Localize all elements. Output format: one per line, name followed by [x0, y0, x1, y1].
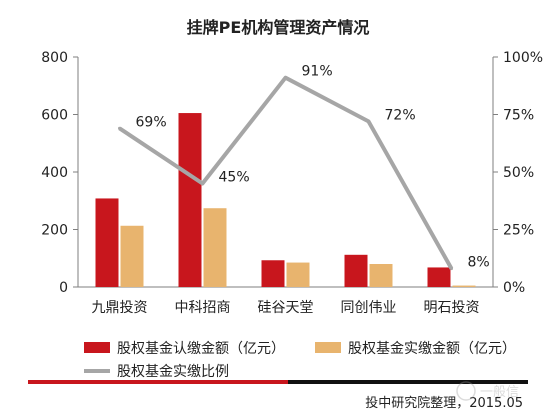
ratio-point: [367, 119, 370, 123]
bar-paid: [120, 225, 144, 287]
ratio-point: [201, 182, 204, 185]
left-axis-ticks: 0 200 400 600 800: [41, 50, 78, 296]
left-tick-label: 600: [41, 108, 68, 124]
legend: 股权基金认缴金额（亿元） 股权基金实缴金额（亿元） 股权基金实缴比例: [84, 340, 516, 380]
watermark-icon: [456, 381, 476, 401]
category-label: 九鼎投资: [92, 300, 148, 316]
left-tick-label: 400: [41, 165, 68, 181]
ratio-data-label: 8%: [468, 255, 490, 271]
right-tick-label: 75%: [503, 108, 534, 124]
bar-subscribed: [178, 113, 202, 287]
ratio-point: [118, 126, 121, 130]
legend-swatch-subscribed: [84, 342, 110, 353]
left-tick-label: 0: [59, 280, 68, 296]
bar-paid: [452, 285, 476, 287]
ratio-data-label: 69%: [136, 114, 167, 130]
bar-series: [95, 113, 476, 287]
bar-paid: [369, 264, 393, 287]
ratio-point: [450, 267, 453, 271]
ratio-line-series: 69% 45% 91% 72% 8%: [118, 64, 490, 271]
chart-title: 挂牌PE机构管理资产情况: [187, 18, 370, 37]
ratio-data-label: 91%: [302, 64, 333, 80]
footer-bar-red: [28, 380, 288, 384]
source-note: 投中研究院整理，2015.05: [365, 395, 523, 411]
ratio-data-label: 72%: [385, 107, 416, 123]
bar-subscribed: [95, 198, 119, 287]
ratio-data-label: 45%: [219, 170, 250, 186]
ratio-point: [284, 76, 287, 80]
right-tick-label: 25%: [503, 223, 534, 239]
left-tick-label: 200: [41, 223, 68, 239]
right-axis-ticks: 0% 25% 50% 75% 100%: [493, 50, 543, 296]
footer-bar-black: [288, 380, 528, 384]
legend-label-paid: 股权基金实缴金额（亿元）: [348, 340, 516, 357]
ratio-line: [118, 75, 454, 270]
category-label: 中科招商: [175, 300, 231, 316]
watermark-text: 一般信: [480, 384, 519, 400]
right-tick-label: 100%: [503, 50, 543, 66]
bar-subscribed: [427, 267, 451, 287]
right-tick-label: 50%: [503, 165, 534, 181]
category-label: 硅谷天堂: [258, 300, 314, 316]
legend-label-subscribed: 股权基金认缴金额（亿元）: [117, 340, 285, 357]
bar-paid: [286, 262, 310, 287]
category-labels: 九鼎投资 中科招商 硅谷天堂 同创伟业 明石投资: [92, 300, 480, 316]
right-tick-label: 0%: [503, 280, 525, 296]
legend-label-ratio: 股权基金实缴比例: [117, 363, 229, 380]
bar-paid: [203, 208, 227, 287]
category-label: 同创伟业: [341, 300, 397, 316]
watermark: 一般信: [456, 381, 519, 401]
category-label: 明石投资: [424, 300, 480, 316]
left-tick-label: 800: [41, 50, 68, 66]
bar-subscribed: [261, 260, 285, 287]
bar-subscribed: [344, 254, 368, 287]
legend-swatch-paid: [315, 342, 341, 353]
